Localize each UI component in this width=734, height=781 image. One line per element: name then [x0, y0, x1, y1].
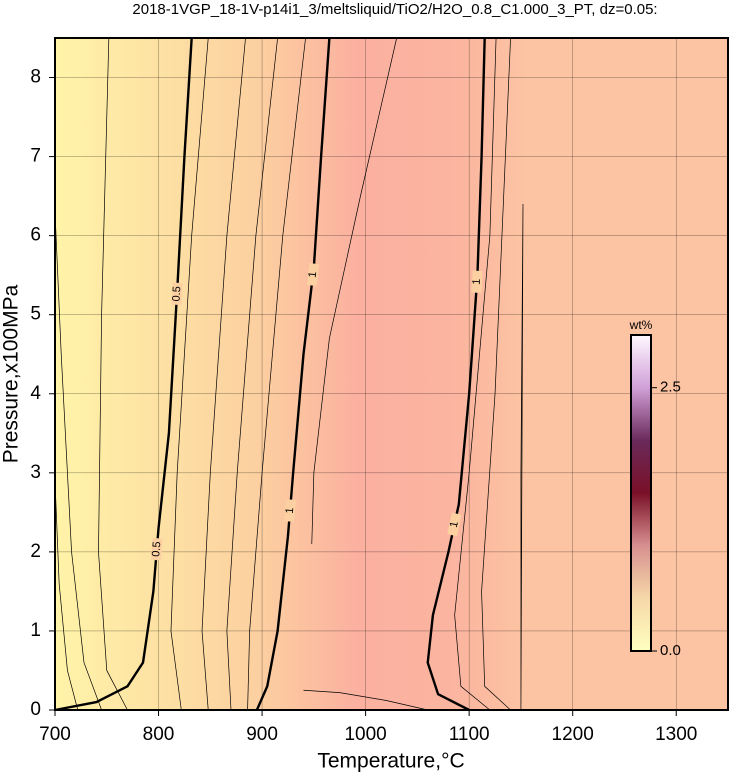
plot-frame — [54, 37, 729, 711]
contour-label: 1 — [307, 271, 320, 279]
y-tick-label: 4 — [30, 383, 41, 404]
x-tick-label: 900 — [246, 724, 278, 745]
contour-line — [303, 689, 428, 711]
x-tick-label: 1000 — [344, 724, 386, 745]
y-tick-label: 6 — [30, 225, 41, 246]
x-tick-label: 1200 — [552, 724, 594, 745]
contour-label-bg — [284, 499, 296, 522]
contour-line — [247, 37, 306, 711]
contour-label-bg — [171, 282, 183, 306]
contour-line — [311, 37, 398, 544]
contour-label-bg — [150, 537, 163, 561]
y-tick-label: 1 — [30, 620, 41, 641]
contour-label: 1 — [448, 520, 461, 529]
contour-label: 0.5 — [150, 541, 163, 557]
y-axis-label: Pressure,x100MPa — [0, 284, 23, 463]
contour-line — [481, 37, 511, 711]
contour-line-major — [255, 37, 331, 711]
x-tick-label: 800 — [143, 724, 175, 745]
colorbar-tick-label: 0.0 — [660, 642, 681, 659]
colorbar — [630, 334, 652, 652]
y-tick-label: 8 — [30, 67, 41, 88]
contour-line — [54, 480, 79, 711]
y-tick-label: 2 — [30, 541, 41, 562]
contour-line — [226, 37, 278, 711]
chart-title: 2018-1VGP_18-1V-p14i1_3/meltsliquid/TiO2… — [132, 1, 657, 18]
x-axis-label: Temperature,°C — [317, 750, 464, 773]
colorbar-tick-label: 2.5 — [660, 379, 681, 396]
y-tick-label: 5 — [30, 304, 41, 325]
contour-label: 1 — [284, 507, 296, 514]
contour-label-bg — [447, 512, 462, 537]
contour-line — [454, 37, 497, 711]
contour-line — [520, 204, 524, 711]
y-tick-label: 3 — [30, 462, 41, 483]
plot-background — [55, 38, 728, 710]
contour-line — [170, 37, 209, 711]
colorbar-label: wt% — [629, 318, 653, 332]
y-tick-label: 0 — [30, 699, 41, 720]
y-tick-label: 7 — [30, 146, 41, 167]
x-tick-label: 1100 — [449, 724, 490, 745]
contour-label: 0.5 — [170, 286, 183, 302]
contour-line — [98, 37, 128, 711]
contour-label-bg — [471, 270, 483, 294]
contour-label: 1 — [471, 278, 483, 285]
contour-line — [54, 211, 102, 711]
x-tick-label: 1300 — [655, 724, 697, 745]
x-tick-label: 700 — [39, 724, 71, 745]
contour-line — [201, 37, 246, 711]
contour-label-bg — [306, 263, 320, 287]
